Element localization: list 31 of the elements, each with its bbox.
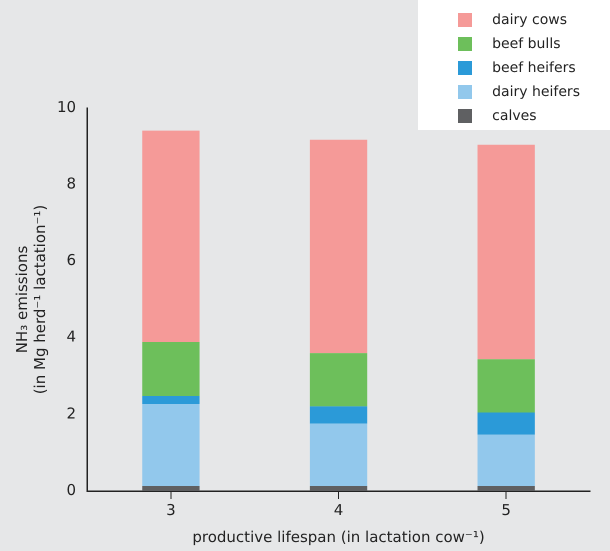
legend-label: calves	[492, 108, 537, 124]
legend-label: dairy heifers	[492, 84, 580, 100]
y-tick-label: 6	[66, 251, 76, 270]
bar	[142, 396, 200, 404]
x-tick-label: 5	[501, 500, 511, 519]
bar	[310, 140, 368, 354]
y-tick-label: 2	[66, 404, 76, 422]
legend-label: beef heifers	[492, 60, 576, 76]
legend-label: beef bulls	[492, 36, 560, 52]
bar	[310, 353, 368, 406]
bar	[142, 342, 200, 396]
bar	[142, 130, 200, 342]
bar	[478, 412, 535, 435]
bar	[478, 486, 535, 491]
legend-label: dairy cows	[492, 12, 568, 28]
y-tick-label: 10	[56, 98, 76, 116]
y-tick-label: 4	[66, 328, 76, 346]
bar	[310, 406, 368, 424]
bar	[478, 434, 535, 486]
y-tick-label: 0	[66, 480, 76, 499]
x-axis-title: productive lifespan (in lactation cow⁻¹)	[192, 528, 485, 546]
x-tick-label: 3	[166, 500, 176, 519]
y-tick-label: 8	[66, 174, 76, 192]
bar	[478, 359, 535, 412]
bar	[142, 486, 200, 491]
bar	[142, 404, 200, 486]
x-tick-label: 4	[334, 500, 344, 519]
bar	[310, 424, 368, 486]
bar	[310, 486, 368, 491]
bar	[478, 144, 535, 360]
y-axis-title: NH₃ emissions (in Mg herd⁻¹ lactation⁻¹)	[12, 204, 49, 394]
